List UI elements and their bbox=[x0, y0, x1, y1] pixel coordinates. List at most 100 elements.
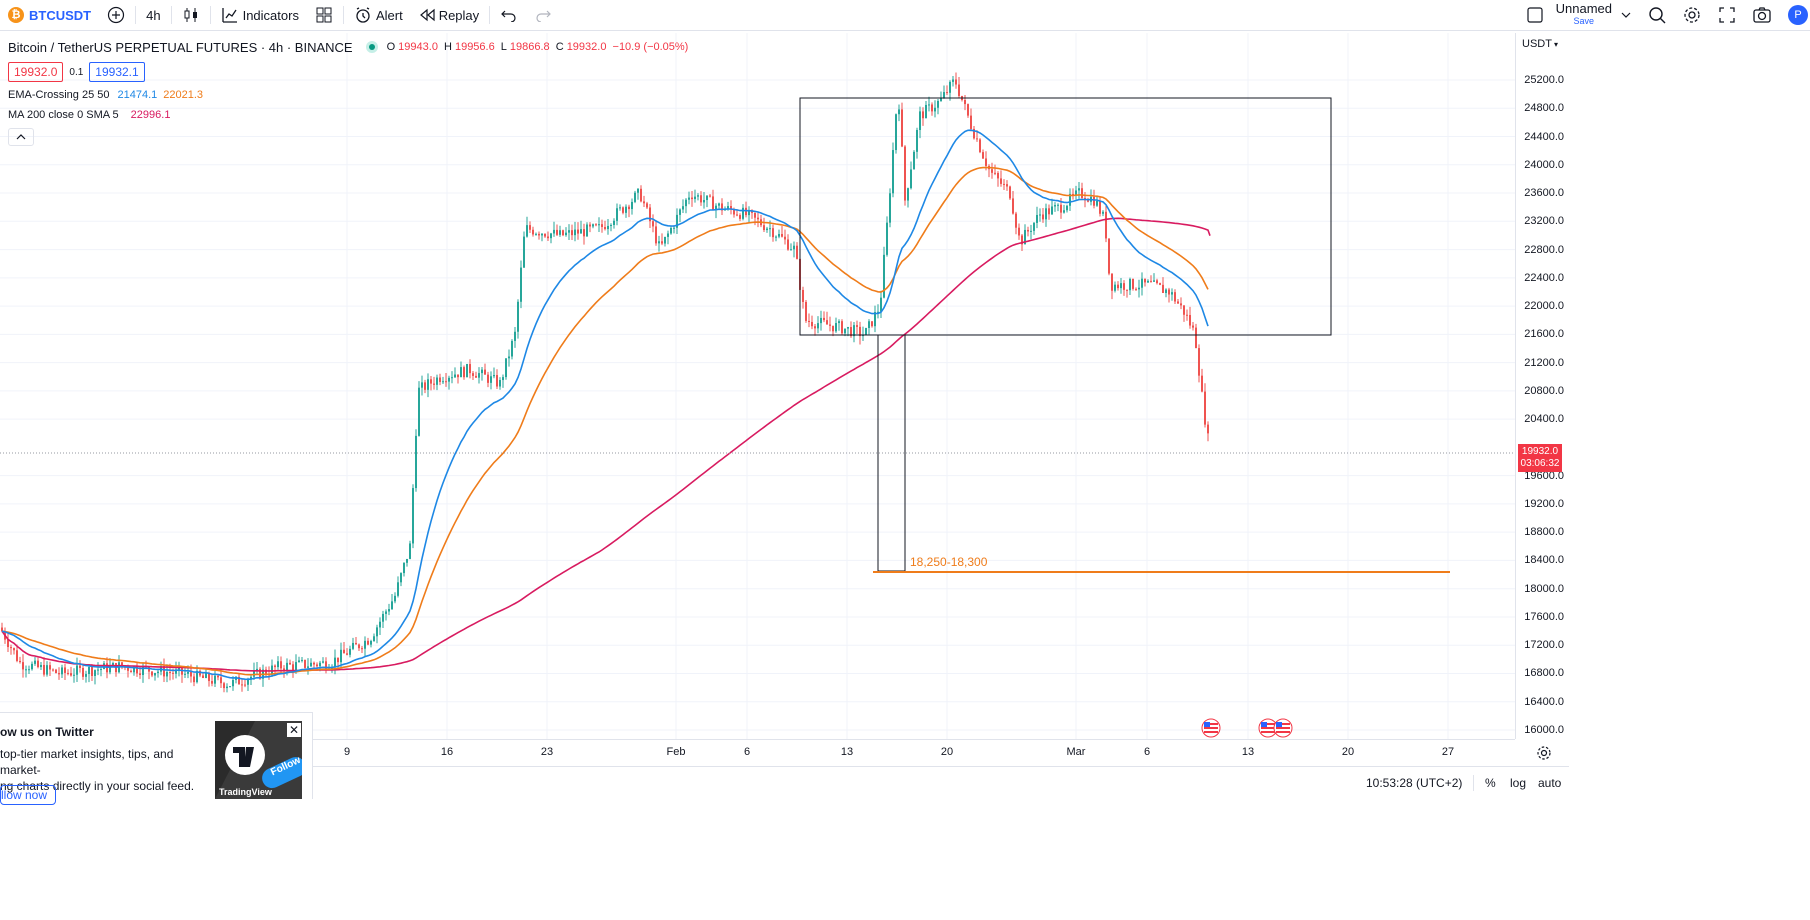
axis-settings-button[interactable] bbox=[1536, 745, 1552, 764]
time-axis[interactable]: 9 16 23 Feb 6 13 20 Mar 6 13 20 27 bbox=[0, 739, 1551, 766]
us-flag-icon[interactable] bbox=[1273, 718, 1293, 738]
candle-body bbox=[40, 664, 42, 668]
buy-button[interactable]: 19932.1 bbox=[89, 62, 145, 82]
candle-body bbox=[598, 224, 600, 226]
currency-selector[interactable]: USDT ▾ bbox=[1522, 38, 1558, 50]
time-tick-label: 23 bbox=[540, 746, 554, 758]
time-tick-label: Feb bbox=[666, 746, 686, 758]
close-label: C bbox=[555, 41, 564, 53]
candle-body bbox=[847, 327, 849, 329]
candle-body bbox=[853, 325, 855, 337]
price-axis[interactable]: USDT ▾ 25200.0 24800.0 24400.0 24000.0 23600.… bbox=[1515, 33, 1570, 739]
candle-body bbox=[712, 196, 714, 211]
undo-button[interactable] bbox=[492, 0, 526, 30]
candle-body bbox=[1105, 211, 1107, 239]
candle-body bbox=[346, 653, 348, 655]
series-title[interactable]: Bitcoin / TetherUS PERPETUAL FUTURES · 4… bbox=[8, 39, 353, 55]
candle-body bbox=[640, 188, 642, 202]
interval-button[interactable]: 4h bbox=[138, 0, 168, 30]
auto-toggle[interactable]: auto bbox=[1538, 776, 1562, 790]
settings-button[interactable] bbox=[1674, 0, 1710, 30]
profile-button[interactable]: P bbox=[1780, 0, 1810, 30]
candle-body bbox=[46, 665, 48, 675]
candle-body bbox=[58, 673, 60, 675]
sell-button[interactable]: 19932.0 bbox=[8, 62, 64, 82]
candle-body bbox=[250, 676, 252, 680]
chevron-up-icon bbox=[16, 134, 26, 140]
candle-body bbox=[22, 662, 24, 670]
candle-body bbox=[1018, 227, 1020, 236]
candle-body bbox=[1183, 305, 1185, 315]
compare-symbol-button[interactable] bbox=[99, 0, 133, 30]
candle-body bbox=[667, 233, 669, 237]
candle-body bbox=[472, 373, 474, 376]
follow-now-button[interactable]: llow now bbox=[0, 785, 57, 805]
us-flag-icon[interactable] bbox=[1201, 718, 1221, 738]
replay-button[interactable]: Replay bbox=[411, 0, 487, 30]
divider bbox=[1473, 775, 1474, 791]
fullscreen-button[interactable] bbox=[1710, 0, 1744, 30]
open-label: O bbox=[386, 41, 396, 53]
candle-body bbox=[1, 627, 3, 632]
percent-toggle[interactable]: % bbox=[1485, 776, 1496, 790]
price-chart[interactable]: 18,250-18,300 bbox=[0, 33, 1515, 739]
candle-body bbox=[634, 192, 636, 202]
log-toggle[interactable]: log bbox=[1510, 776, 1527, 790]
ema-indicator-row[interactable]: EMA-Crossing 25 50 21474.1 22021.3 bbox=[8, 85, 691, 105]
chart-type-button[interactable] bbox=[174, 0, 208, 30]
layout-button[interactable]: Unnamed Save bbox=[1518, 0, 1640, 30]
candle-body bbox=[1108, 238, 1110, 274]
indicators-button[interactable]: Indicators bbox=[213, 0, 307, 30]
economic-events[interactable] bbox=[1201, 718, 1293, 738]
candle-body bbox=[364, 640, 366, 649]
snapshot-button[interactable] bbox=[1744, 0, 1780, 30]
open-value: 19943.0 bbox=[398, 41, 438, 53]
candle-body bbox=[844, 328, 846, 334]
candle-body bbox=[1093, 196, 1095, 206]
search-button[interactable] bbox=[1640, 0, 1674, 30]
candle-body bbox=[283, 668, 285, 671]
candle-body bbox=[1072, 193, 1074, 195]
clock[interactable]: 10:53:28 (UTC+2) bbox=[1366, 776, 1463, 790]
candle-body bbox=[1069, 193, 1071, 206]
us-flag-icon[interactable] bbox=[1258, 718, 1278, 738]
time-tick-label: 6 bbox=[1143, 746, 1151, 758]
candle-body bbox=[205, 673, 207, 679]
candle-body bbox=[1051, 206, 1053, 215]
candle-body bbox=[934, 107, 936, 112]
candle-body bbox=[802, 289, 804, 302]
symbol-selector[interactable]: ₿ BTCUSDT bbox=[0, 0, 99, 30]
candle-body bbox=[337, 657, 339, 663]
candle-body bbox=[1033, 222, 1035, 231]
alert-button[interactable]: Alert bbox=[346, 0, 411, 30]
candle-body bbox=[1054, 205, 1056, 207]
candle-body bbox=[139, 673, 141, 676]
redo-button[interactable] bbox=[526, 0, 560, 30]
candle-body bbox=[211, 681, 213, 684]
candle-body bbox=[955, 79, 957, 85]
close-icon[interactable]: ✕ bbox=[287, 723, 301, 737]
candle-body bbox=[370, 640, 372, 645]
candle-body bbox=[772, 228, 774, 238]
drawn-rectangle[interactable] bbox=[799, 97, 1332, 336]
candle-body bbox=[175, 669, 177, 674]
candle-body bbox=[127, 667, 129, 671]
candle-body bbox=[1177, 301, 1179, 304]
ema-fast-value: 21474.1 bbox=[117, 89, 158, 101]
candle-body bbox=[445, 381, 447, 383]
ema-slow-value: 22021.3 bbox=[163, 89, 204, 101]
redo-icon bbox=[536, 10, 552, 22]
candle-body bbox=[730, 206, 732, 210]
candle-body bbox=[196, 670, 198, 683]
collapse-legend-button[interactable] bbox=[8, 128, 34, 146]
candle-body bbox=[679, 209, 681, 215]
candle-body bbox=[646, 203, 648, 208]
templates-button[interactable] bbox=[307, 0, 341, 30]
candle-body bbox=[1048, 208, 1050, 215]
candle-body bbox=[1024, 229, 1026, 245]
candle-body bbox=[508, 356, 510, 359]
ma-indicator-row[interactable]: MA 200 close 0 SMA 5 22996.1 bbox=[8, 105, 691, 125]
chart-pane[interactable]: 18,250-18,300 bbox=[0, 33, 1515, 739]
price-tick-label: 19200.0 bbox=[1524, 497, 1564, 510]
candle-body bbox=[877, 311, 879, 313]
